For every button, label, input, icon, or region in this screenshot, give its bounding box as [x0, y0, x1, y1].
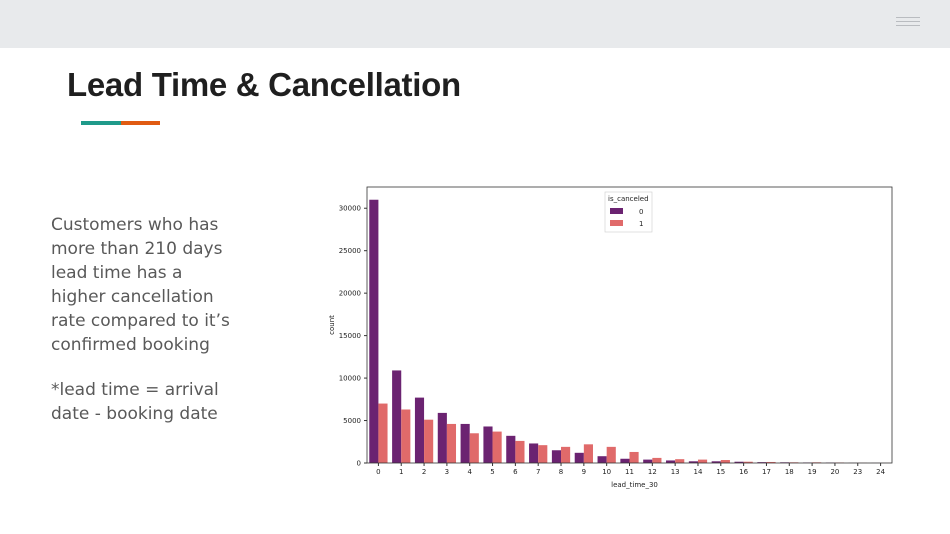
bar-not-canceled: [666, 460, 676, 463]
note-line: *lead time = arrival: [51, 380, 219, 400]
y-tick-label: 30000: [339, 205, 361, 213]
x-tick-label: 14: [694, 468, 703, 476]
bar-not-canceled: [506, 435, 516, 463]
bar-canceled: [424, 419, 434, 463]
body-line: Customers who has: [51, 215, 219, 235]
bar-not-canceled: [597, 456, 607, 463]
x-tick-label: 9: [582, 468, 586, 476]
bar-not-canceled: [529, 443, 539, 463]
title-accent-bar: [81, 121, 160, 125]
x-tick-label: 5: [490, 468, 494, 476]
bar-not-canceled: [369, 199, 379, 463]
bar-canceled: [720, 460, 730, 463]
bar-not-canceled: [574, 452, 584, 463]
bar-canceled: [606, 446, 616, 463]
accent-teal-segment: [81, 121, 121, 125]
x-tick-label: 2: [422, 468, 426, 476]
x-tick-label: 17: [762, 468, 771, 476]
y-tick-label: 0: [357, 460, 361, 468]
x-tick-label: 24: [876, 468, 885, 476]
y-tick-label: 20000: [339, 290, 361, 298]
bar-canceled: [538, 445, 548, 463]
bar-canceled: [583, 444, 593, 463]
definition-note: *lead time = arrival date - booking date: [51, 378, 251, 426]
x-tick-label: 7: [536, 468, 540, 476]
x-tick-label: 20: [830, 468, 839, 476]
y-tick-label: 15000: [339, 332, 361, 340]
x-tick-label: 0: [376, 468, 380, 476]
bar-canceled: [743, 461, 753, 463]
bar-not-canceled: [757, 462, 767, 463]
y-tick-label: 25000: [339, 247, 361, 255]
body-line: confirmed booking: [51, 335, 210, 355]
bar-not-canceled: [551, 450, 562, 463]
legend-title: is_canceled: [608, 195, 649, 203]
bar-canceled: [561, 446, 571, 463]
bar-not-canceled: [711, 461, 721, 463]
x-tick-label: 3: [445, 468, 449, 476]
y-axis-label: count: [328, 315, 336, 335]
slide-title: Lead Time & Cancellation: [67, 66, 461, 103]
accent-orange-segment: [121, 121, 160, 125]
bar-canceled: [446, 423, 457, 463]
body-line: lead time has a: [51, 263, 183, 283]
bar-canceled: [492, 431, 502, 463]
body-paragraph: Customers who has more than 210 days lea…: [51, 213, 251, 357]
bar-not-canceled: [734, 461, 744, 463]
x-tick-label: 23: [853, 468, 862, 476]
bar-not-canceled: [460, 423, 470, 463]
bar-not-canceled: [643, 459, 653, 463]
x-tick-label: 1: [399, 468, 403, 476]
bar-not-canceled: [437, 412, 447, 463]
legend-label: 1: [639, 220, 643, 228]
x-tick-label: 8: [559, 468, 563, 476]
x-tick-label: 16: [739, 468, 748, 476]
bar-canceled: [515, 440, 525, 463]
x-tick-label: 11: [625, 468, 634, 476]
body-text: Customers who has more than 210 days lea…: [51, 213, 251, 426]
bar-not-canceled: [392, 370, 402, 463]
x-tick-label: 18: [785, 468, 794, 476]
bar-canceled: [652, 457, 662, 463]
x-tick-label: 4: [467, 468, 472, 476]
body-line: more than 210 days: [51, 239, 223, 259]
x-tick-label: 6: [513, 468, 518, 476]
x-axis-label: lead_time_30: [611, 481, 658, 489]
hamburger-menu-icon[interactable]: [896, 17, 920, 27]
x-tick-label: 15: [716, 468, 725, 476]
bar-canceled: [469, 433, 479, 463]
x-tick-label: 19: [808, 468, 817, 476]
x-tick-label: 13: [671, 468, 680, 476]
note-line: date - booking date: [51, 404, 218, 424]
legend-swatch: [610, 220, 623, 226]
bar-not-canceled: [414, 397, 425, 463]
body-line: rate compared to it’s: [51, 311, 230, 331]
legend-swatch: [610, 208, 623, 214]
y-tick-label: 5000: [343, 417, 361, 425]
bar-canceled: [629, 451, 639, 463]
plot-frame: [366, 186, 893, 464]
bar-canceled: [401, 409, 411, 463]
top-bar: [0, 0, 950, 48]
x-tick-label: 12: [648, 468, 657, 476]
bar-not-canceled: [483, 426, 493, 463]
legend-label: 0: [639, 208, 643, 216]
y-tick-label: 10000: [339, 375, 361, 383]
bar-canceled: [766, 461, 776, 463]
body-line: higher cancellation: [51, 287, 214, 307]
bar-canceled: [378, 403, 388, 463]
bar-not-canceled: [620, 458, 630, 463]
bar-canceled: [697, 459, 708, 463]
x-tick-label: 10: [602, 468, 611, 476]
bar-canceled: [675, 459, 685, 463]
bar-not-canceled: [688, 461, 698, 463]
